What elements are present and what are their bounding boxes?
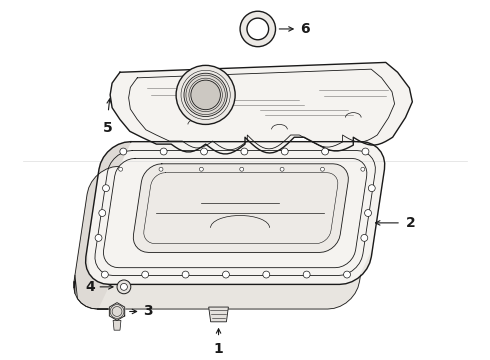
Circle shape: [120, 148, 127, 155]
Circle shape: [247, 18, 269, 40]
Circle shape: [95, 234, 102, 241]
Circle shape: [321, 148, 329, 155]
Polygon shape: [209, 307, 228, 322]
Polygon shape: [110, 62, 413, 154]
Polygon shape: [109, 303, 124, 320]
Circle shape: [191, 80, 220, 110]
Polygon shape: [74, 142, 131, 309]
Text: 6: 6: [300, 22, 310, 36]
Circle shape: [263, 271, 270, 278]
Circle shape: [117, 280, 131, 294]
Circle shape: [199, 167, 203, 171]
Circle shape: [343, 271, 350, 278]
Circle shape: [159, 167, 163, 171]
Circle shape: [184, 73, 227, 117]
Circle shape: [182, 271, 189, 278]
Circle shape: [368, 185, 375, 192]
Circle shape: [280, 167, 284, 171]
Circle shape: [241, 148, 248, 155]
Text: 4: 4: [86, 280, 96, 294]
Circle shape: [362, 148, 369, 155]
Circle shape: [176, 66, 235, 125]
Text: 1: 1: [214, 342, 223, 356]
Text: 3: 3: [144, 305, 153, 319]
Circle shape: [361, 167, 365, 171]
Text: 5: 5: [103, 121, 113, 135]
Circle shape: [240, 11, 275, 47]
Circle shape: [142, 271, 148, 278]
Circle shape: [365, 210, 371, 216]
Circle shape: [222, 271, 229, 278]
Polygon shape: [133, 164, 348, 252]
Polygon shape: [74, 251, 372, 309]
Circle shape: [102, 185, 109, 192]
Circle shape: [200, 148, 207, 155]
Circle shape: [101, 271, 108, 278]
Circle shape: [99, 210, 106, 216]
Polygon shape: [113, 320, 121, 330]
Circle shape: [303, 271, 310, 278]
Circle shape: [119, 167, 122, 171]
Circle shape: [121, 283, 127, 290]
Circle shape: [320, 167, 324, 171]
Text: 2: 2: [406, 216, 416, 230]
Circle shape: [281, 148, 288, 155]
Circle shape: [361, 234, 368, 241]
Circle shape: [160, 148, 167, 155]
Polygon shape: [86, 142, 385, 284]
Circle shape: [240, 167, 244, 171]
